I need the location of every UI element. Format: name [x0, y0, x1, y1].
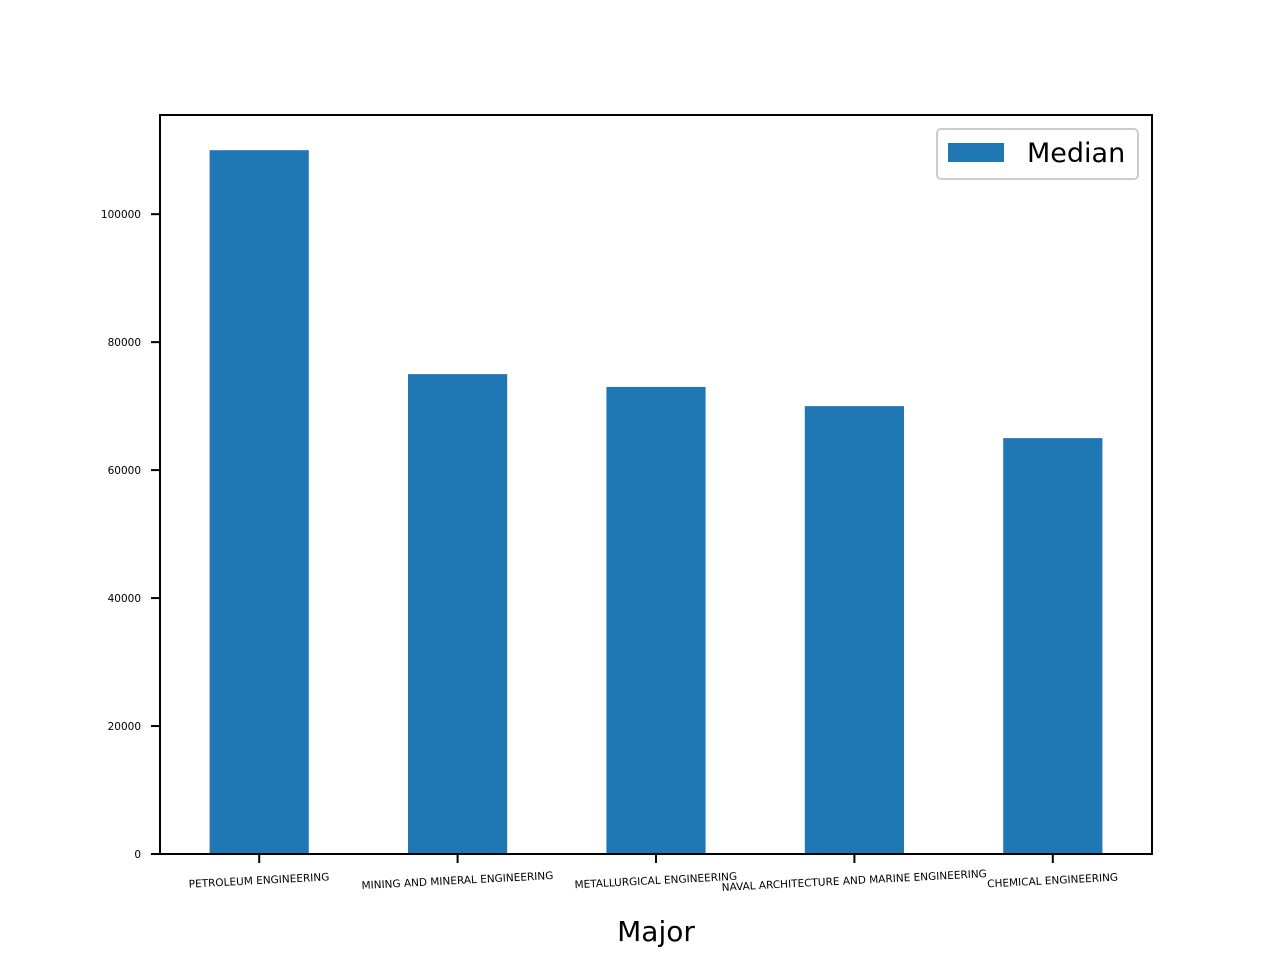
y-tick-label: 20000	[108, 721, 141, 733]
bars-group	[209, 150, 1103, 854]
legend-box	[936, 128, 1139, 180]
bar-3	[606, 386, 706, 854]
y-axis: 0 20000 40000 60000 80000 100000	[101, 209, 160, 861]
bar-1	[209, 150, 309, 854]
y-tick-label: 0	[134, 849, 141, 861]
legend-swatch	[948, 143, 1004, 162]
bar-2	[408, 374, 508, 854]
y-tick-label: 60000	[108, 465, 141, 477]
bar-4	[804, 406, 904, 854]
y-tick-label: 100000	[101, 209, 141, 221]
y-tick-label: 80000	[108, 337, 141, 349]
bar-5	[1003, 438, 1103, 854]
x-axis-title: Major	[617, 915, 695, 948]
y-tick-label: 40000	[108, 593, 141, 605]
legend-label-median: Median	[1027, 138, 1125, 169]
plot-frame	[159, 114, 1153, 855]
legend: Median	[936, 128, 1139, 180]
